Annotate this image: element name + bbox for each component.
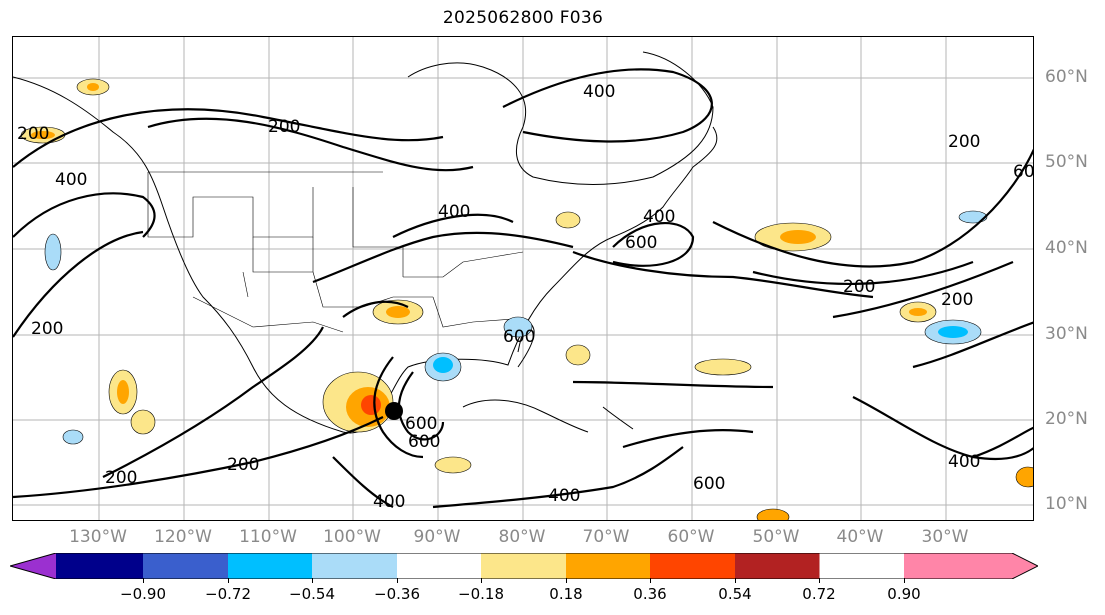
colorbar-tickmark [904, 578, 905, 583]
lat-label: 30°N [1045, 324, 1088, 344]
colorbar [8, 552, 1040, 580]
colorbar-tickmark [228, 578, 229, 583]
contour-label: 400 [548, 486, 580, 506]
colorbar-segment [566, 553, 651, 579]
height-contours [13, 68, 1033, 509]
colorbar-tick: −0.36 [374, 585, 420, 603]
lon-label: 80°W [498, 527, 546, 547]
contour-label: 400 [438, 202, 470, 222]
colorbar-segment [397, 553, 482, 579]
contour-label: 600 [1013, 162, 1034, 182]
map-svg: 200 200 200 200 200 200 200 200 400 400 … [13, 37, 1034, 520]
contour-label: 400 [643, 207, 675, 227]
colorbar-tick: 0.90 [887, 585, 921, 603]
colorbar-segment [904, 553, 1012, 579]
colorbar-tick: −0.54 [289, 585, 335, 603]
lat-label: 40°N [1045, 238, 1088, 258]
colorbar-tickmark [819, 578, 820, 583]
colorbar-tick: 0.54 [718, 585, 752, 603]
lon-label: 70°W [582, 527, 630, 547]
contour-labels: 200 200 200 200 200 200 200 200 400 400 … [17, 82, 1034, 512]
colorbar-tickmark [312, 578, 313, 583]
colorbar-tick: −0.90 [120, 585, 166, 603]
contour-label: 600 [625, 233, 657, 253]
contour-label: 200 [105, 468, 137, 488]
colorbar-segment [56, 553, 144, 579]
lon-label: 120°W [154, 527, 212, 547]
colorbar-segment [650, 553, 736, 579]
colorbar-tick: 0.36 [633, 585, 667, 603]
colorbar-tickmark [397, 578, 398, 583]
contour-label: 600 [693, 474, 725, 494]
lon-label: 60°W [667, 527, 715, 547]
contour-label: 400 [948, 452, 980, 472]
lon-label: 130°W [69, 527, 127, 547]
lat-label: 50°N [1045, 152, 1088, 172]
colorbar-segment [1012, 553, 1038, 579]
contour-label: 400 [373, 492, 405, 512]
colorbar-tick: 0.18 [549, 585, 583, 603]
storm-center-marker [385, 402, 403, 420]
shaded-field [20, 78, 1033, 520]
map-panel: 200 200 200 200 200 200 200 200 400 400 … [12, 36, 1034, 521]
contour-label: 600 [503, 327, 535, 347]
contour-label: 200 [31, 319, 63, 339]
contour-label: 600 [405, 414, 437, 434]
state-borders [147, 171, 524, 333]
lat-label: 10°N [1045, 494, 1088, 514]
colorbar-tickmark [566, 578, 567, 583]
colorbar-tickmark [481, 578, 482, 583]
contour-label: 200 [941, 290, 973, 310]
contour-label: 200 [227, 455, 259, 475]
graticule [13, 37, 1033, 520]
colorbar-segment [143, 553, 229, 579]
contour-label: 200 [843, 277, 875, 297]
contour-label: 400 [583, 82, 615, 102]
colorbar-segment [312, 553, 398, 579]
colorbar-segment [10, 553, 56, 579]
colorbar-tick: 0.72 [802, 585, 836, 603]
colorbar-svg [8, 552, 1040, 580]
map-title: 2025062800 F036 [442, 8, 604, 28]
lon-label: 110°W [239, 527, 297, 547]
lat-label: 20°N [1045, 409, 1088, 429]
colorbar-tickmark [650, 578, 651, 583]
contour-label: 200 [948, 132, 980, 152]
lat-label: 60°N [1045, 67, 1088, 87]
lon-label: 30°W [921, 527, 969, 547]
colorbar-tick: −0.72 [205, 585, 251, 603]
contour-label: 600 [408, 432, 440, 452]
contour-label: 400 [55, 170, 87, 190]
colorbar-segment [228, 553, 313, 579]
lon-label: 90°W [413, 527, 461, 547]
lon-label: 100°W [323, 527, 381, 547]
colorbar-segment [481, 553, 567, 579]
contour-label: 200 [268, 117, 300, 137]
colorbar-segments [10, 553, 1038, 579]
lon-label: 50°W [752, 527, 800, 547]
colorbar-tickmark [735, 578, 736, 583]
colorbar-tick: −0.18 [458, 585, 504, 603]
contour-label: 200 [17, 124, 49, 144]
colorbar-segment [735, 553, 820, 579]
lon-label: 40°W [836, 527, 884, 547]
colorbar-tickmark [143, 578, 144, 583]
